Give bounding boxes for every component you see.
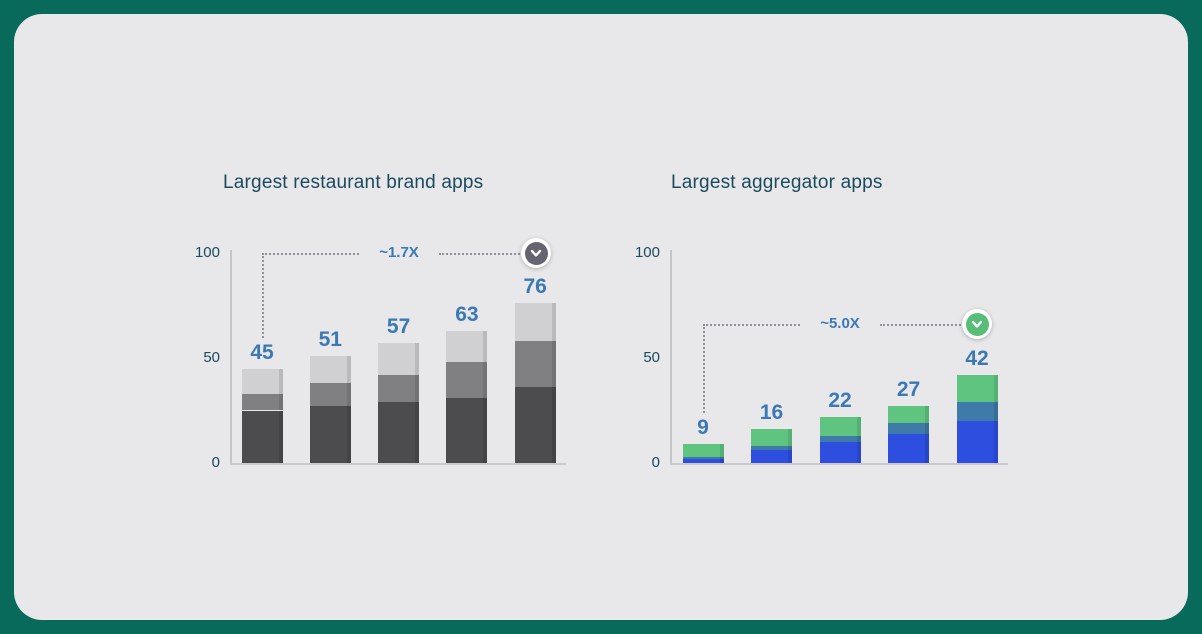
bar-segment-light-gray-segment	[378, 343, 420, 375]
bar-segment-blue-segment	[751, 450, 792, 463]
bar-segment-dark-gray-segment	[514, 387, 556, 463]
bar-value-label: 76	[523, 275, 547, 299]
annotation-expand-badge[interactable]	[521, 238, 551, 268]
bar-value-label: 42	[965, 346, 989, 370]
y-tick-label: 50	[643, 349, 660, 366]
bar-segment-green-segment	[888, 406, 929, 424]
annotation-line-left	[703, 324, 800, 327]
bar-segment-mid-gray-segment	[241, 393, 283, 411]
bar-segment-blue-segment	[819, 442, 861, 463]
bar-value-label: 27	[896, 378, 921, 402]
bar-value-label: 16	[759, 401, 784, 425]
bar-segment-dark-gray-segment	[241, 410, 283, 463]
bar-value-label: 57	[386, 315, 411, 339]
bar-value-label: 22	[828, 388, 852, 412]
y-tick-label: 100	[634, 244, 660, 261]
bar-value-label: 45	[250, 340, 274, 364]
bar-segment-green-segment	[819, 416, 861, 436]
bar-segment-blue-segment	[682, 458, 724, 463]
bar-segment-dark-gray-segment	[446, 397, 488, 463]
bar-segment-mid-gray-segment	[309, 383, 351, 407]
chevron-down-icon	[530, 249, 542, 257]
y-tick-label: 0	[211, 454, 220, 471]
content-card	[14, 14, 1188, 620]
bar-segment-teal-segment	[888, 423, 929, 434]
bar-segment-teal-segment	[819, 435, 861, 442]
annotation-line-right	[439, 253, 520, 255]
annotation-badge-circle	[524, 241, 548, 265]
bar-value-label: 51	[318, 327, 342, 351]
y-tick-label: 0	[651, 454, 660, 471]
bar-value-label: 63	[455, 302, 479, 326]
x-axis-line	[230, 463, 566, 465]
y-axis-line	[670, 250, 672, 465]
bar-segment-dark-gray-segment	[309, 406, 351, 463]
bar-segment-light-gray-segment	[241, 368, 283, 394]
bar-segment-mid-gray-segment	[446, 362, 488, 398]
chart-title: Largest restaurant brand apps	[223, 172, 484, 193]
bar-segment-green-segment	[956, 374, 998, 403]
chevron-down-icon	[971, 320, 983, 328]
bar-segment-teal-segment	[956, 402, 998, 421]
annotation-multiplier-label: ~5.0X	[820, 315, 860, 333]
x-axis-line	[670, 463, 1008, 465]
bar-segment-dark-gray-segment	[378, 402, 420, 463]
bar-segment-green-segment	[682, 444, 724, 457]
bar-segment-mid-gray-segment	[514, 341, 556, 388]
bar-segment-light-gray-segment	[514, 303, 556, 342]
bar-segment-light-gray-segment	[309, 355, 351, 384]
bar-segment-teal-segment	[682, 456, 724, 459]
bar-segment-blue-segment	[888, 433, 929, 463]
bar-segment-teal-segment	[751, 446, 792, 451]
annotation-badge-circle	[965, 312, 989, 336]
annotation-line-left	[262, 253, 359, 255]
annotation-line-vertical	[262, 253, 264, 338]
bar-segment-light-gray-segment	[446, 330, 488, 363]
annotation-expand-badge[interactable]	[962, 309, 992, 340]
bar-segment-blue-segment	[956, 421, 998, 463]
y-tick-label: 100	[194, 244, 220, 261]
bar-segment-green-segment	[751, 429, 792, 447]
chart-title: Largest aggregator apps	[671, 172, 883, 193]
y-axis-line	[230, 250, 232, 465]
y-tick-label: 50	[203, 349, 220, 366]
annotation-multiplier-label: ~1.7X	[379, 244, 419, 261]
annotation-line-right	[880, 324, 961, 327]
bar-segment-mid-gray-segment	[378, 374, 420, 403]
bar-value-label: 9	[697, 416, 709, 440]
annotation-line-vertical	[703, 324, 705, 414]
